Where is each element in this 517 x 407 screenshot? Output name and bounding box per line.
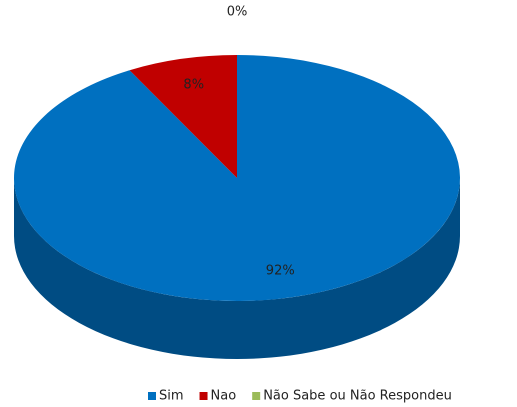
legend-label: Não Sabe ou Não Respondeu <box>263 389 452 404</box>
legend-label: Sim <box>159 389 184 404</box>
pie-side <box>14 178 460 359</box>
legend-swatch <box>148 392 156 400</box>
pie-slice <box>13 55 460 301</box>
data-label: 8% <box>183 78 204 93</box>
legend-swatch <box>199 392 208 400</box>
legend-label: Nao <box>211 389 237 404</box>
legend-swatch <box>252 392 261 400</box>
pie-slice <box>129 55 237 178</box>
data-label: 0% <box>227 4 248 19</box>
data-label: 92% <box>266 263 295 278</box>
